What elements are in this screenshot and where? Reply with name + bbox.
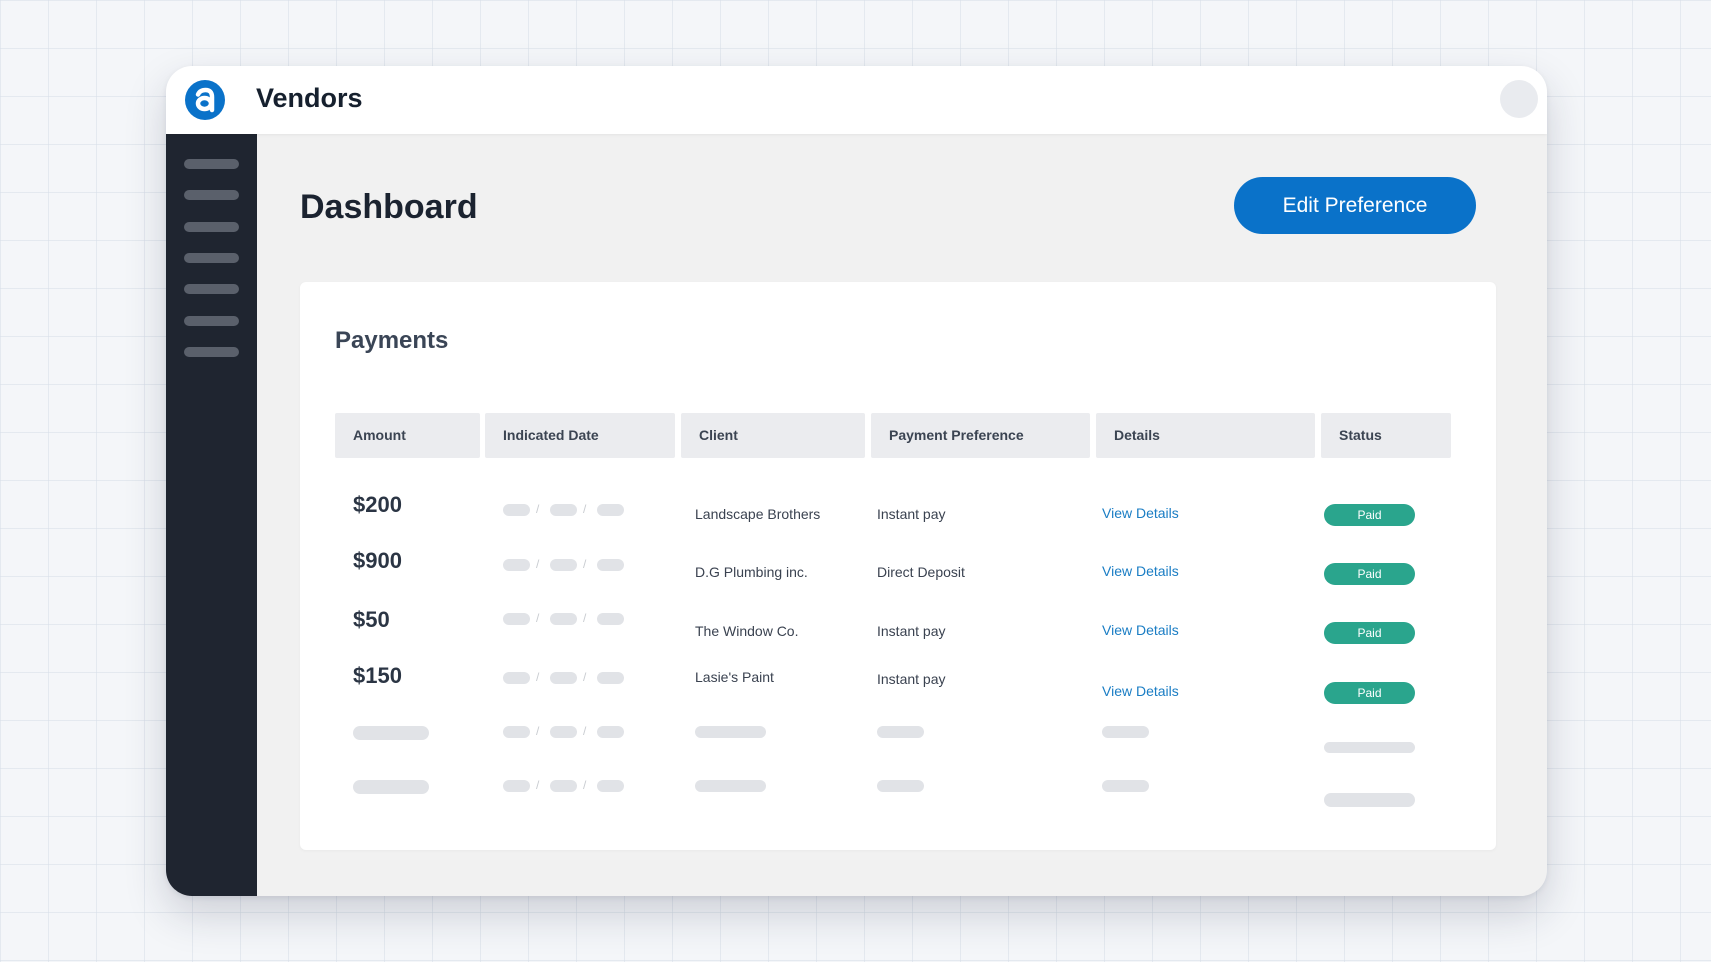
status-placeholder xyxy=(1324,793,1415,807)
date-placeholder xyxy=(550,559,577,571)
view-details-link[interactable]: View Details xyxy=(1102,683,1179,699)
date-placeholder xyxy=(503,672,530,684)
date-separator: / xyxy=(583,670,587,684)
column-header-status[interactable]: Status xyxy=(1321,413,1451,458)
date-placeholder xyxy=(550,504,577,516)
date-placeholder xyxy=(597,504,624,516)
view-details-link[interactable]: View Details xyxy=(1102,563,1179,579)
row-amount: $50 xyxy=(353,607,390,632)
row-preference: Direct Deposit xyxy=(877,564,965,580)
sidebar-item[interactable] xyxy=(184,347,239,357)
details-placeholder xyxy=(1102,726,1149,738)
status-badge: Paid xyxy=(1324,563,1415,585)
date-separator: / xyxy=(583,557,587,571)
row-client: Landscape Brothers xyxy=(695,506,821,522)
date-separator: / xyxy=(536,611,540,625)
status-placeholder xyxy=(1324,742,1415,753)
app-logo-icon[interactable] xyxy=(184,79,226,121)
sidebar-item[interactable] xyxy=(184,316,239,326)
column-header-payment-preference[interactable]: Payment Preference xyxy=(871,413,1090,458)
row-amount: $200 xyxy=(353,492,402,517)
sidebar-item[interactable] xyxy=(184,284,239,294)
sidebar-item[interactable] xyxy=(184,190,239,200)
date-separator: / xyxy=(583,778,587,792)
column-header-indicated-date[interactable]: Indicated Date xyxy=(485,413,675,458)
preference-placeholder xyxy=(877,726,924,738)
date-placeholder xyxy=(597,672,624,684)
date-placeholder xyxy=(550,780,577,792)
date-separator: / xyxy=(536,724,540,738)
row-client: Lasie's Paint xyxy=(695,669,774,685)
row-client: The Window Co. xyxy=(695,623,799,639)
row-preference: Instant pay xyxy=(877,623,946,639)
date-separator: / xyxy=(536,502,540,516)
view-details-link[interactable]: View Details xyxy=(1102,622,1179,638)
avatar[interactable] xyxy=(1500,80,1538,118)
status-badge: Paid xyxy=(1324,504,1415,526)
date-separator: / xyxy=(536,778,540,792)
date-placeholder xyxy=(503,613,530,625)
date-separator: / xyxy=(583,724,587,738)
row-client: D.G Plumbing inc. xyxy=(695,564,808,580)
sidebar xyxy=(166,134,257,896)
date-separator: / xyxy=(536,670,540,684)
view-details-link[interactable]: View Details xyxy=(1102,505,1179,521)
client-placeholder xyxy=(695,780,766,792)
date-placeholder xyxy=(550,726,577,738)
client-placeholder xyxy=(695,726,766,738)
payments-title: Payments xyxy=(335,327,449,354)
payments-card: Payments Amount Indicated Date Client Pa… xyxy=(300,282,1496,850)
date-placeholder xyxy=(597,726,624,738)
row-amount: $900 xyxy=(353,548,402,573)
date-placeholder xyxy=(503,504,530,516)
column-header-details[interactable]: Details xyxy=(1096,413,1315,458)
details-placeholder xyxy=(1102,780,1149,792)
sidebar-item[interactable] xyxy=(184,159,239,169)
app-window: Vendors Dashboard Edit Preference Paymen… xyxy=(166,66,1547,896)
date-placeholder xyxy=(503,726,530,738)
column-header-client[interactable]: Client xyxy=(681,413,865,458)
amount-placeholder xyxy=(353,780,429,794)
app-title: Vendors xyxy=(256,83,363,113)
row-preference: Instant pay xyxy=(877,671,946,687)
top-bar: Vendors xyxy=(166,66,1547,134)
date-placeholder xyxy=(503,559,530,571)
date-separator: / xyxy=(583,502,587,516)
date-placeholder xyxy=(503,780,530,792)
column-header-amount[interactable]: Amount xyxy=(335,413,480,458)
sidebar-item[interactable] xyxy=(184,253,239,263)
edit-preference-button[interactable]: Edit Preference xyxy=(1234,177,1476,234)
preference-placeholder xyxy=(877,780,924,792)
row-preference: Instant pay xyxy=(877,506,946,522)
date-placeholder xyxy=(597,613,624,625)
page-title: Dashboard xyxy=(300,188,478,226)
status-badge: Paid xyxy=(1324,682,1415,704)
date-placeholder xyxy=(550,613,577,625)
date-placeholder xyxy=(597,559,624,571)
sidebar-item[interactable] xyxy=(184,222,239,232)
date-placeholder xyxy=(550,672,577,684)
date-placeholder xyxy=(597,780,624,792)
status-badge: Paid xyxy=(1324,622,1415,644)
date-separator: / xyxy=(536,557,540,571)
date-separator: / xyxy=(583,611,587,625)
amount-placeholder xyxy=(353,726,429,740)
row-amount: $150 xyxy=(353,663,402,688)
